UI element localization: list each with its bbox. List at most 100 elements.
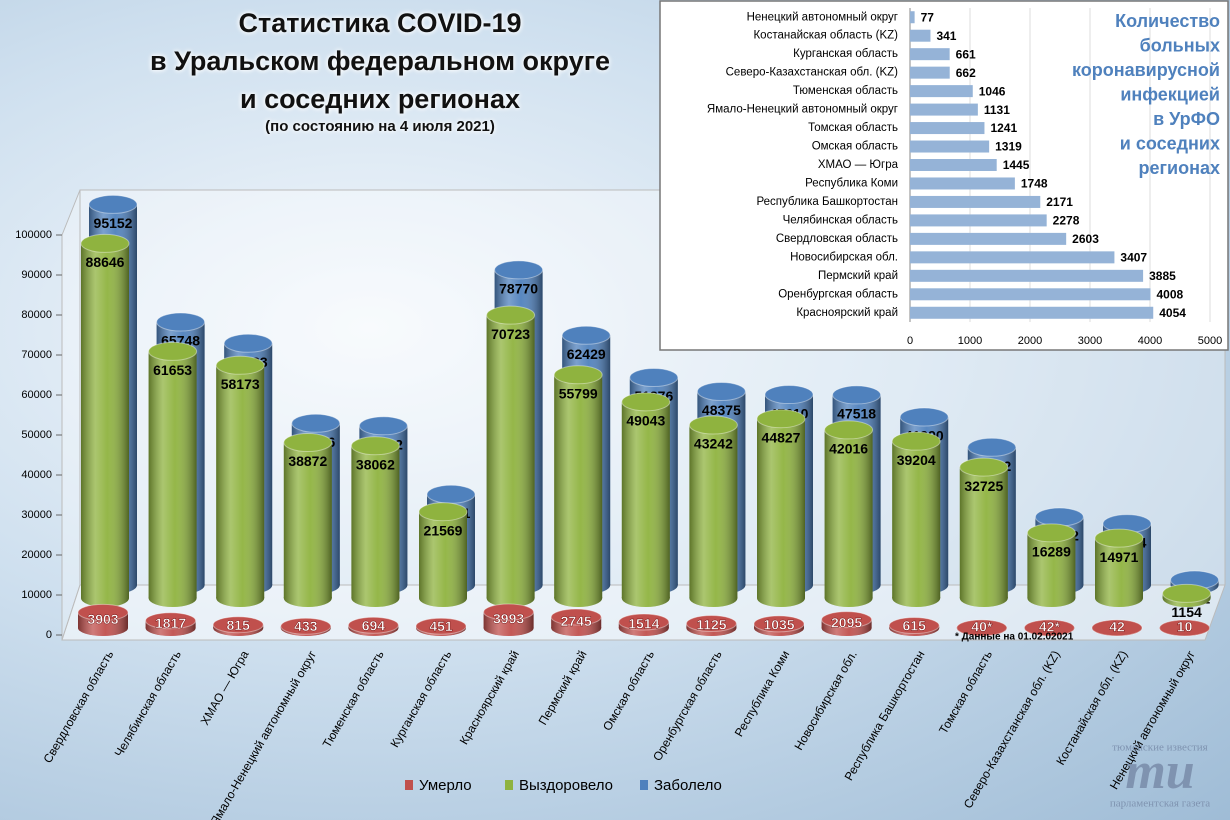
- cylinder-top: [899, 407, 949, 427]
- value-label: 38062: [356, 456, 395, 472]
- value-label: 341: [936, 29, 956, 43]
- value-label: 3993: [493, 611, 524, 627]
- x-tick-label: 5000: [1198, 335, 1222, 347]
- title-line: и соседних регионах: [239, 84, 521, 114]
- y-tick-label: 40000: [21, 469, 52, 481]
- value-label: 2278: [1053, 214, 1080, 228]
- value-label: 1046: [979, 84, 1006, 98]
- cylinder-top: [688, 415, 738, 435]
- title-line: в Уральском федеральном округе: [150, 46, 610, 76]
- value-label: 58173: [221, 376, 260, 392]
- legend: Умерло Выздоровело Заболело: [405, 777, 722, 794]
- cylinder-top: [347, 616, 399, 634]
- value-label: 49043: [626, 413, 665, 429]
- legend-swatch: [405, 780, 413, 790]
- legend-label: Выздоровело: [519, 777, 613, 794]
- cylinder-shade: [959, 467, 1008, 598]
- cylinder-top: [891, 431, 941, 451]
- logo-bottom: парламентская газета: [1110, 798, 1210, 810]
- cylinder-shade: [689, 425, 738, 598]
- legend-label: Заболело: [654, 777, 722, 794]
- title: Статистика COVID-19 в Уральском федераль…: [110, 4, 650, 118]
- bar: [910, 159, 997, 171]
- cylinder-top: [1026, 523, 1076, 543]
- cylinder-top: [967, 437, 1017, 457]
- inset-title: и соседних: [1120, 133, 1220, 153]
- value-label: 694: [362, 617, 386, 633]
- bar: [910, 85, 973, 98]
- legend-swatch: [640, 780, 648, 790]
- x-tick-label: Курганская область: [388, 648, 455, 750]
- y-tick-label: 90000: [21, 269, 52, 281]
- cylinder-top: [215, 355, 265, 375]
- value-label: 1319: [995, 140, 1022, 154]
- cylinder-top: [80, 233, 130, 253]
- value-label: 1154: [1171, 604, 1202, 620]
- value-label: 661: [956, 47, 976, 61]
- y-tick-label: 70000: [21, 349, 52, 361]
- y-tick-label: 100000: [15, 229, 52, 241]
- value-label: 433: [294, 618, 318, 634]
- cylinder-shade: [824, 429, 873, 598]
- x-tick-label: Новосибирская обл.: [792, 648, 860, 752]
- y-tick-label: 10000: [21, 589, 52, 601]
- cylinder-top: [1034, 507, 1084, 527]
- cylinder-top: [358, 416, 408, 436]
- cylinder-shade: [216, 365, 265, 598]
- cylinder-top: [486, 305, 536, 325]
- value-label: 4054: [1159, 306, 1186, 320]
- cylinder-top: [618, 613, 670, 631]
- x-tick-label: Томская область: [936, 648, 995, 736]
- value-label: 1748: [1021, 177, 1048, 191]
- bar: [910, 29, 931, 42]
- y-tick-label: Курганская область: [793, 48, 898, 60]
- cylinder-shade: [892, 441, 941, 598]
- cylinder-top: [696, 382, 746, 401]
- value-label: 10: [1177, 619, 1193, 635]
- cylinder-top: [350, 436, 400, 456]
- cylinder-top: [685, 615, 737, 632]
- x-tick-label: 4000: [1138, 335, 1162, 347]
- value-label: 39204: [897, 452, 936, 468]
- value-label: 40*: [971, 619, 993, 635]
- legend-swatch: [505, 780, 513, 790]
- value-label: 42*: [1039, 619, 1061, 635]
- cylinder-top: [212, 616, 264, 634]
- value-label: 77: [921, 10, 935, 24]
- cylinder-top: [553, 365, 603, 385]
- y-tick-label: 0: [46, 629, 52, 641]
- value-label: 61653: [153, 362, 192, 378]
- cylinder-top: [1159, 619, 1211, 637]
- value-label: 1817: [155, 615, 186, 631]
- inset-title: коронавирусной: [1072, 60, 1220, 80]
- value-label: 88646: [86, 254, 125, 270]
- cylinder-top: [1091, 619, 1143, 637]
- x-tick-label: Тюменская область: [320, 648, 387, 750]
- title-line: Статистика COVID-19: [238, 8, 522, 38]
- bar: [910, 48, 950, 61]
- value-label: 1445: [1003, 158, 1030, 172]
- y-tick-label: Томская область: [808, 122, 898, 134]
- value-label: 1241: [990, 121, 1017, 135]
- x-tick-label: ХМАО — Югра: [198, 648, 252, 728]
- bar: [910, 214, 1047, 227]
- y-tick-label: 20000: [21, 549, 52, 561]
- cylinder-top: [756, 409, 806, 429]
- value-label: 815: [227, 617, 251, 633]
- value-label: 1514: [628, 616, 659, 632]
- value-label: 38872: [288, 453, 327, 469]
- value-label: 16289: [1032, 544, 1071, 560]
- cylinder-top: [764, 385, 814, 405]
- cylinder-top: [956, 619, 1008, 637]
- logo: тюменские известия mu парламентская газе…: [1110, 742, 1210, 810]
- value-label: 43242: [694, 436, 733, 452]
- cylinder-top: [426, 484, 476, 504]
- y-tick-label: 80000: [21, 309, 52, 321]
- cylinder-top: [145, 612, 197, 630]
- cylinder-shade: [283, 442, 332, 598]
- cylinder-shade: [1095, 538, 1143, 598]
- inset-title: Количество: [1115, 11, 1220, 31]
- cylinder-top: [494, 260, 544, 280]
- legend-label: Умерло: [419, 777, 472, 794]
- y-tick-label: Омская область: [812, 141, 898, 153]
